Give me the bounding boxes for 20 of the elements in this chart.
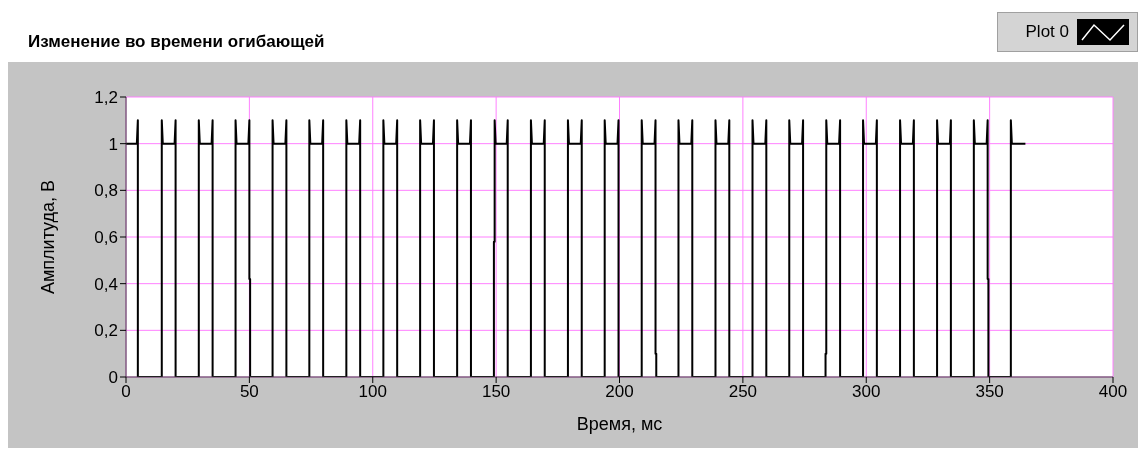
x-tick-label: 50 — [239, 382, 259, 402]
x-tick-label: 0 — [121, 382, 131, 402]
y-axis-title: Амплитуда, В — [38, 179, 59, 295]
x-tick-label: 200 — [605, 382, 634, 402]
x-axis-title: Время, мс — [576, 414, 663, 434]
y-tick-label: 0,4 — [94, 274, 118, 294]
x-tick-label: 250 — [728, 382, 758, 402]
x-tick-label: 100 — [358, 382, 387, 402]
x-tick-label: 350 — [975, 382, 1004, 402]
y-tick-label: 0 — [108, 368, 118, 388]
x-tick-label: 400 — [1098, 382, 1128, 402]
x-tick-label: 150 — [481, 382, 511, 402]
y-tick-label: 0,6 — [94, 228, 118, 248]
legend-label: Plot 0 — [1025, 22, 1069, 42]
chart-title: Изменение во времени огибающей — [28, 32, 325, 52]
y-tick-label: 0,2 — [94, 321, 118, 341]
x-tick-label: 300 — [852, 382, 881, 402]
y-tick-label: 1,2 — [94, 88, 118, 108]
y-tick-label: 1 — [108, 134, 118, 154]
y-tick-label: 0,8 — [94, 181, 118, 201]
